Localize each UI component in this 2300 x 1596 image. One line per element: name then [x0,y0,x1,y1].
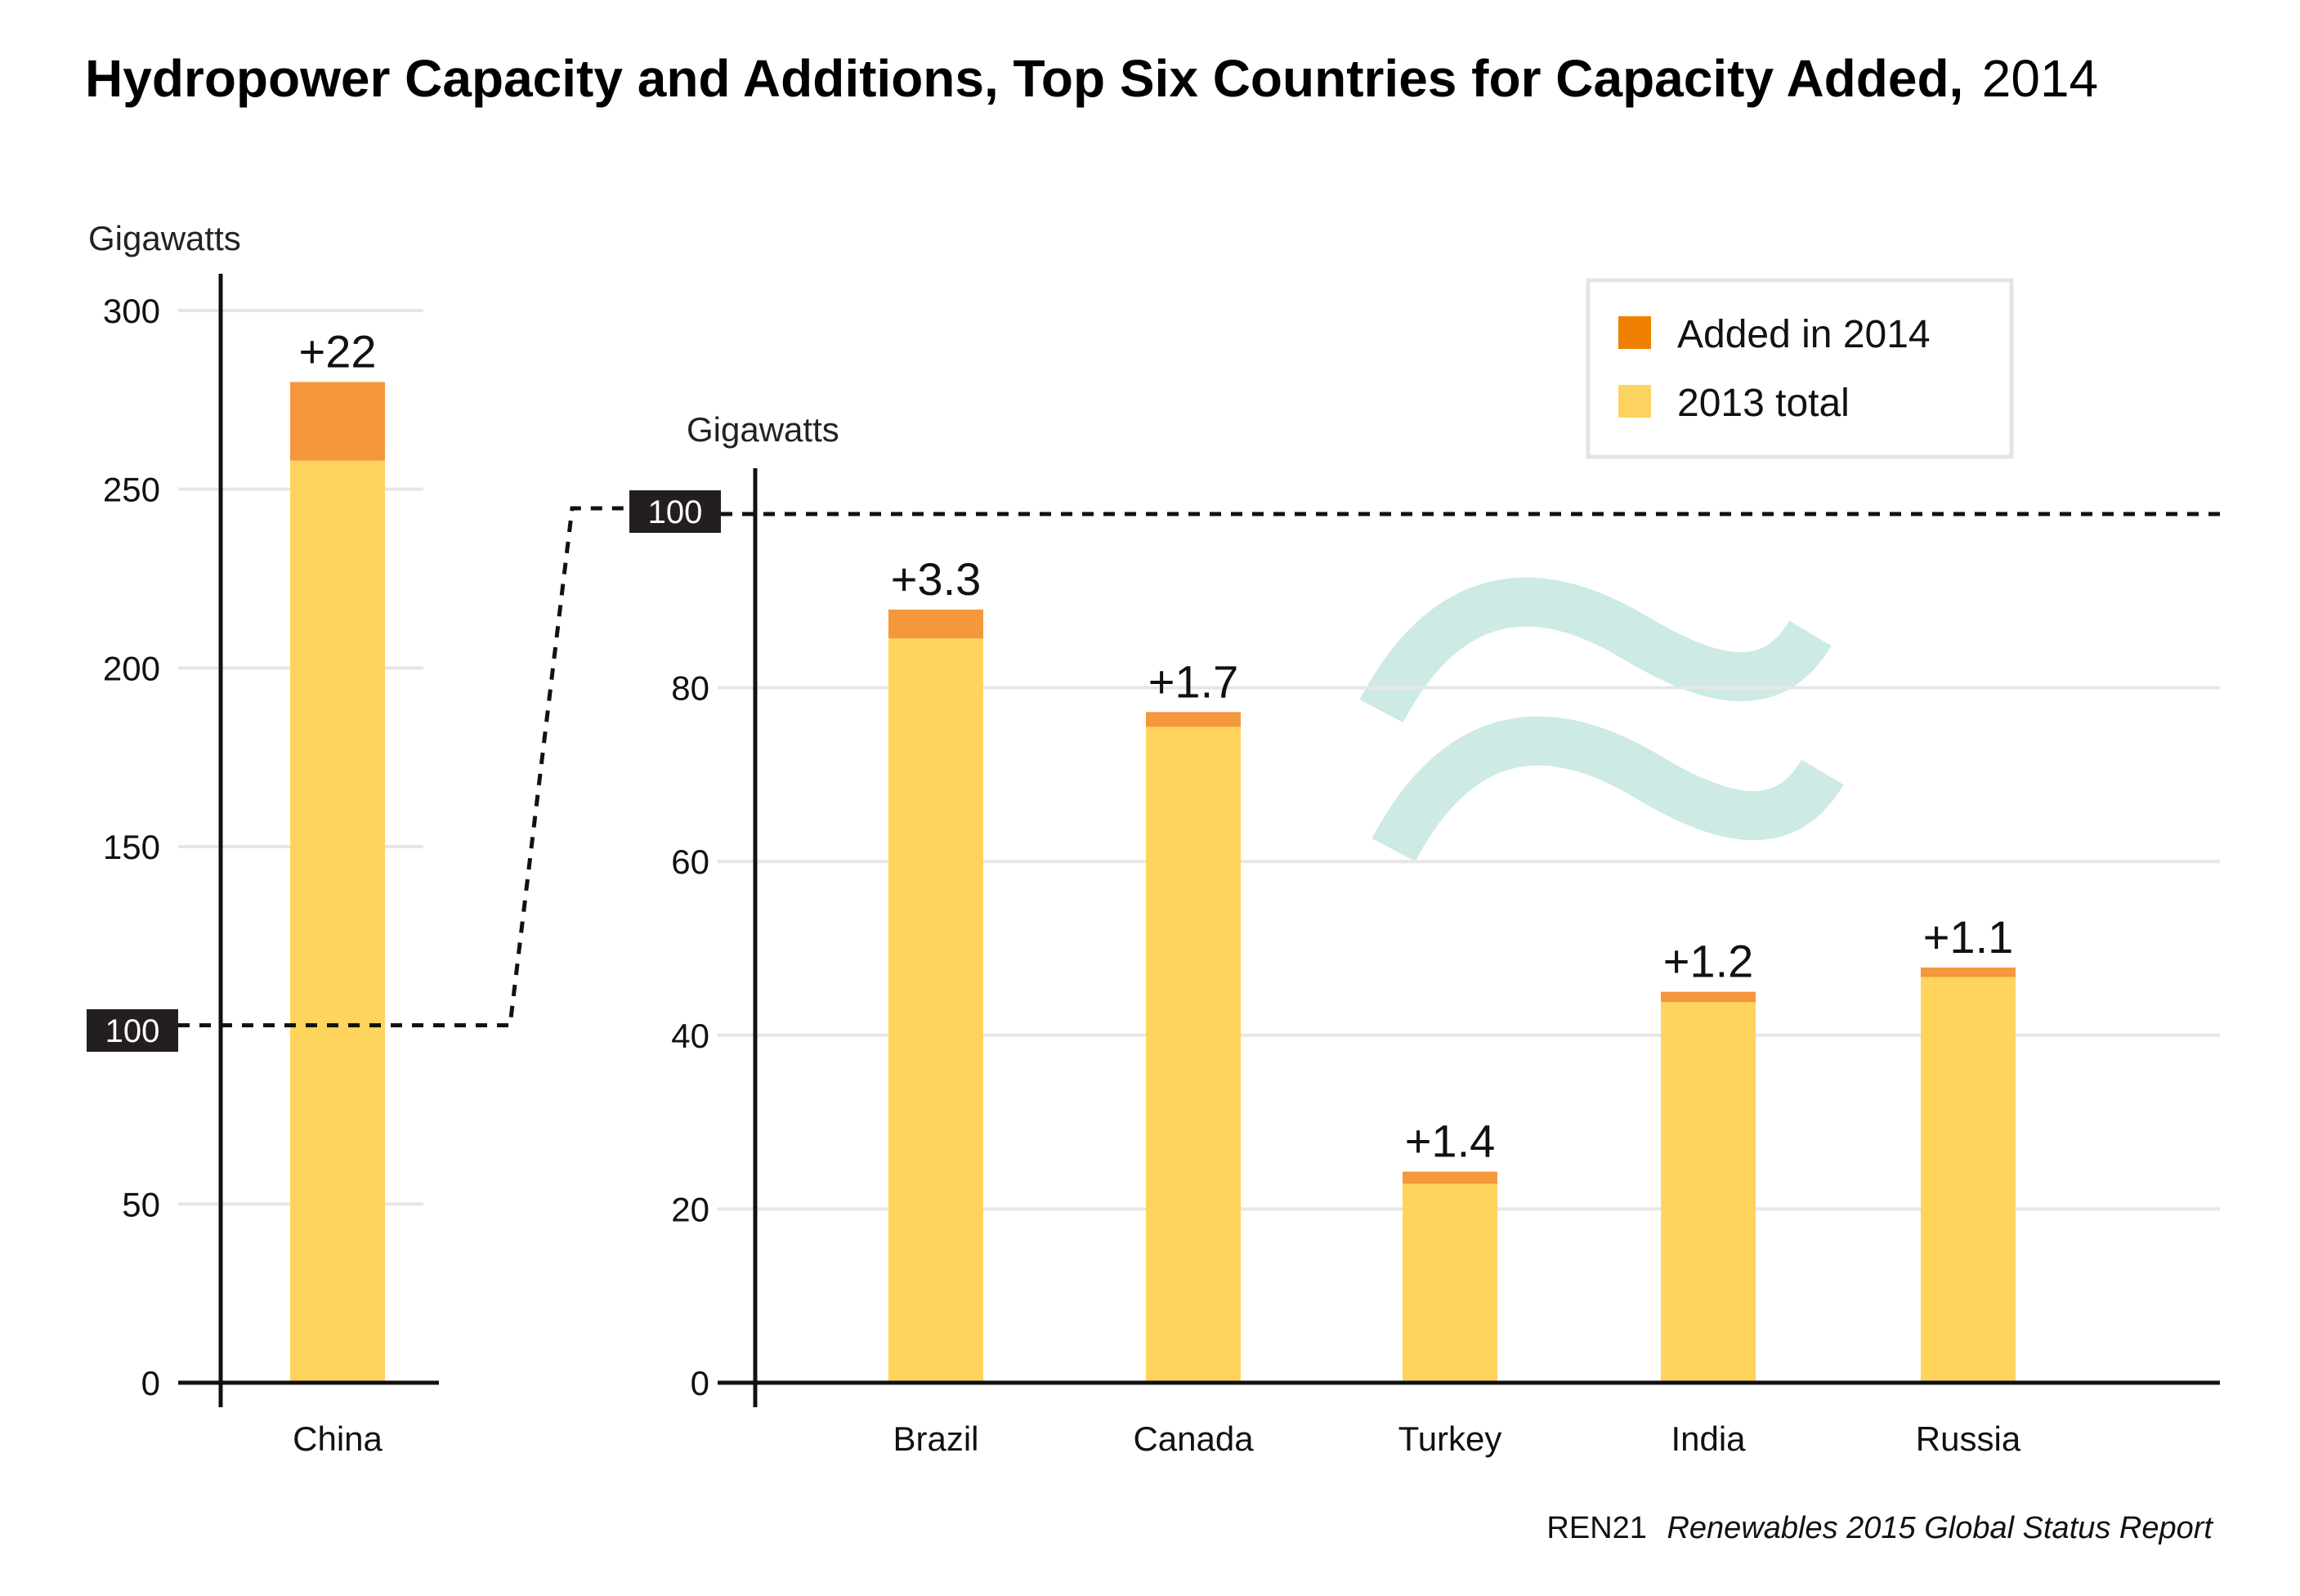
data-label-russia: +1.1 [1923,911,2014,963]
y-axis-unit-others: Gigawatts [687,410,839,449]
bar-2013-india [1661,1002,1756,1383]
source-org: REN21 [1546,1511,1647,1545]
bar-2013-canada [1146,726,1241,1383]
chart-title-main: Hydropower Capacity and Additions, Top S… [85,49,1963,108]
y-tick-label-others: 20 [671,1190,709,1228]
chart-title-year: 2014 [1982,49,2098,108]
category-label-india: India [1671,1419,1746,1458]
category-label-china: China [293,1419,383,1458]
reference-label-box-others [629,490,721,533]
legend: Added in 2014 2013 total [1586,278,2014,459]
reference-label-box-china [87,1009,178,1052]
source-report: Renewables 2015 Global Status Report [1667,1511,2213,1545]
legend-label-added: Added in 2014 [1677,313,1931,356]
y-tick-label-china: 300 [103,292,160,330]
category-label-canada: Canada [1133,1419,1254,1458]
bar-added-brazil [888,609,983,639]
data-label-turkey: +1.4 [1405,1115,1496,1167]
y-axis-unit-china: Gigawatts [88,219,241,257]
data-label-china: +22 [299,325,377,377]
y-tick-label-others: 40 [671,1017,709,1055]
category-label-turkey: Turkey [1398,1419,1502,1458]
y-tick-label-china: 50 [122,1185,160,1223]
reference-label-china: 100 [105,1013,160,1049]
others-chart: 0 20 40 60 80 Gigawatts +3.3 Brazil +1.7 Canada +1… [629,410,2220,1458]
source-note: REN21 Renewables 2015 Global Status Repo… [1546,1511,2213,1545]
legend-box [1586,278,2014,459]
legend-swatch-added [1618,316,1651,349]
bar-2013-china [290,460,385,1384]
bar-added-india [1661,991,1756,1003]
category-label-russia: Russia [1916,1419,2021,1458]
bar-added-canada [1146,712,1241,727]
bar-2013-turkey [1403,1183,1497,1383]
bar-added-turkey [1403,1171,1497,1184]
y-tick-label-china: 250 [103,471,160,509]
legend-label-2013: 2013 total [1677,382,1850,425]
y-tick-label-china: 200 [103,649,160,687]
bar-2013-brazil [888,638,983,1383]
bar-added-russia [1921,967,2016,977]
reference-label-others: 100 [648,494,703,530]
y-tick-label-china: 150 [103,828,160,866]
bar-2013-russia [1921,977,2016,1383]
y-tick-label-others: 80 [671,669,709,708]
bar-added-china [290,382,385,461]
y-tick-label-others: 0 [691,1364,709,1402]
category-label-brazil: Brazil [893,1419,978,1458]
reference-connector-line [178,506,629,1028]
approx-symbol-icon [1359,577,1844,862]
y-tick-label-china: 0 [141,1364,160,1402]
chart-title: Hydropower Capacity and Additions, Top S… [85,49,2098,108]
data-label-brazil: +3.3 [891,553,982,605]
china-chart: 0 50 150 200 250 300 Gigawatts +22 China 100 [87,219,439,1458]
data-label-india: +1.2 [1663,936,1754,987]
y-tick-label-others: 60 [671,843,709,881]
legend-swatch-2013 [1618,385,1651,418]
data-label-canada: +1.7 [1148,655,1239,707]
